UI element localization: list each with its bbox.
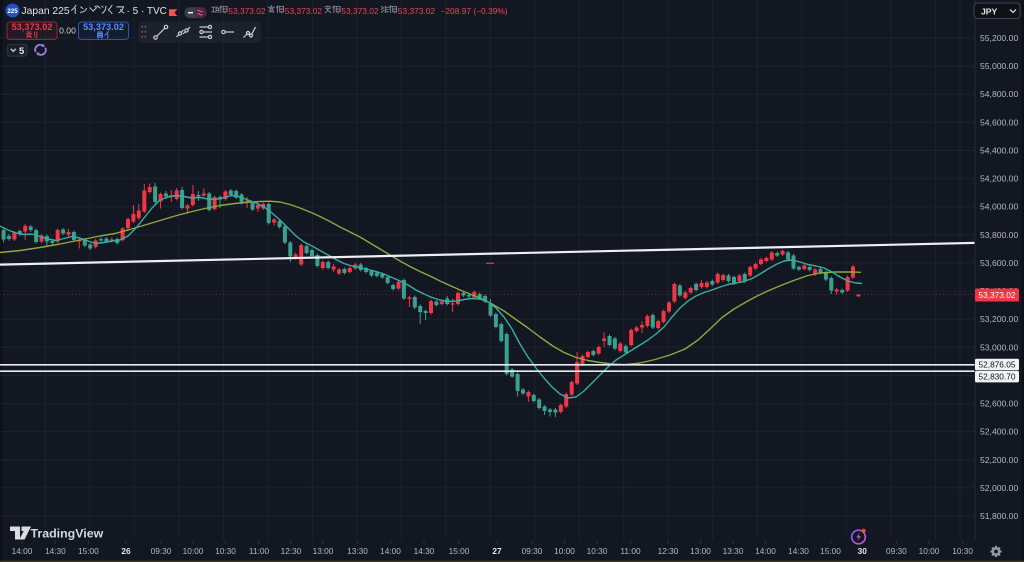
svg-text:13:00: 13:00 [313, 546, 334, 556]
svg-text:53,373.02: 53,373.02 [979, 290, 1016, 300]
svg-text:12:30: 12:30 [658, 546, 679, 556]
svg-text:14:00: 14:00 [12, 546, 33, 556]
svg-text:54,600.00: 54,600.00 [980, 117, 1018, 127]
svg-text:54,000.00: 54,000.00 [980, 202, 1018, 212]
svg-text:53,200.00: 53,200.00 [980, 314, 1018, 324]
svg-text:JPY: JPY [981, 6, 998, 16]
svg-text:52,876.05: 52,876.05 [979, 360, 1016, 370]
svg-text:13:00: 13:00 [690, 546, 711, 556]
svg-text:51,800.00: 51,800.00 [980, 511, 1018, 521]
svg-text:30: 30 [858, 546, 868, 556]
svg-text:53,800.00: 53,800.00 [980, 230, 1018, 240]
svg-text:54,200.00: 54,200.00 [980, 174, 1018, 184]
svg-text:10:00: 10:00 [919, 546, 940, 556]
svg-text:· 5 · TVC: · 5 · TVC [127, 6, 167, 17]
svg-text:54,800.00: 54,800.00 [980, 89, 1018, 99]
svg-text:52,830.70: 52,830.70 [979, 372, 1016, 382]
svg-text:53,373.02: 53,373.02 [285, 6, 323, 16]
svg-text:TradingView: TradingView [31, 526, 104, 540]
svg-text:10:00: 10:00 [183, 546, 204, 556]
svg-text:5: 5 [19, 46, 25, 57]
svg-text:14:00: 14:00 [380, 546, 401, 556]
svg-text:26: 26 [121, 546, 131, 556]
svg-text:14:00: 14:00 [755, 546, 776, 556]
svg-text:27: 27 [492, 546, 502, 556]
svg-text:−208.97 (−0.39%): −208.97 (−0.39%) [441, 6, 508, 16]
svg-text:53,373.02: 53,373.02 [83, 22, 124, 32]
svg-text:52,200.00: 52,200.00 [980, 455, 1018, 465]
svg-text:14:30: 14:30 [414, 546, 435, 556]
svg-text:14:30: 14:30 [788, 546, 809, 556]
svg-text:13:30: 13:30 [347, 546, 368, 556]
svg-text:12:30: 12:30 [281, 546, 302, 556]
svg-text:53,373.02: 53,373.02 [12, 22, 53, 32]
svg-text:11:00: 11:00 [249, 546, 270, 556]
svg-text:09:30: 09:30 [151, 546, 172, 556]
svg-text:54,400.00: 54,400.00 [980, 146, 1018, 156]
svg-text:15:00: 15:00 [78, 546, 99, 556]
svg-text:Japan 225: Japan 225 [22, 6, 70, 17]
svg-text:225: 225 [7, 8, 18, 15]
svg-text:53,000.00: 53,000.00 [980, 342, 1018, 352]
svg-text:55,000.00: 55,000.00 [980, 61, 1018, 71]
svg-text:52,600.00: 52,600.00 [980, 399, 1018, 409]
svg-text:15:00: 15:00 [449, 546, 470, 556]
svg-text:10:00: 10:00 [554, 546, 575, 556]
svg-text:10:30: 10:30 [587, 546, 608, 556]
svg-text:52,000.00: 52,000.00 [980, 483, 1018, 493]
svg-text:53,600.00: 53,600.00 [980, 258, 1018, 268]
svg-text:53,373.02: 53,373.02 [228, 6, 266, 16]
svg-text:52,400.00: 52,400.00 [980, 427, 1018, 437]
svg-text:53,373.02: 53,373.02 [341, 6, 379, 16]
svg-text:10:30: 10:30 [952, 546, 973, 556]
svg-text:14:30: 14:30 [45, 546, 66, 556]
svg-text:10:30: 10:30 [215, 546, 236, 556]
svg-text:53,373.02: 53,373.02 [398, 6, 436, 16]
svg-text:0.00: 0.00 [59, 26, 76, 36]
svg-text:13:30: 13:30 [723, 546, 744, 556]
svg-text:09:30: 09:30 [522, 546, 543, 556]
svg-text:09:30: 09:30 [886, 546, 907, 556]
svg-text:11:00: 11:00 [620, 546, 641, 556]
svg-text:15:00: 15:00 [820, 546, 841, 556]
svg-text:55,200.00: 55,200.00 [980, 33, 1018, 43]
